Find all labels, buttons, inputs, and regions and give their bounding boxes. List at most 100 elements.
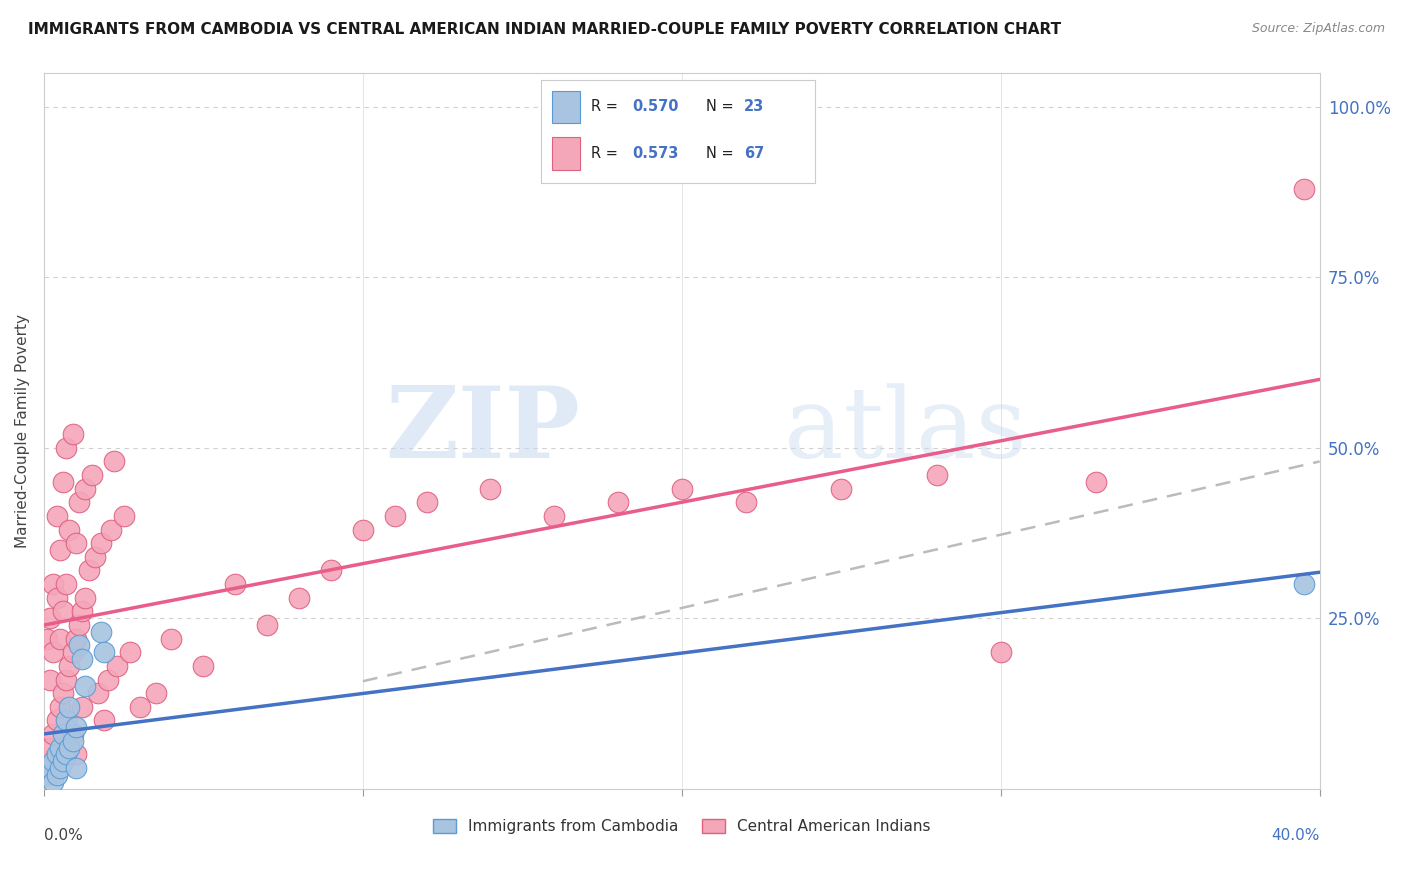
Point xyxy=(112,508,135,523)
Point xyxy=(288,591,311,605)
Point xyxy=(52,686,75,700)
Point xyxy=(830,482,852,496)
Point xyxy=(62,645,84,659)
Point xyxy=(49,543,72,558)
Point xyxy=(35,768,58,782)
Point xyxy=(75,679,97,693)
Point xyxy=(100,523,122,537)
Point xyxy=(80,468,103,483)
Point xyxy=(87,686,110,700)
Point xyxy=(1292,577,1315,591)
Point xyxy=(65,536,87,550)
Point xyxy=(65,747,87,762)
Bar xyxy=(553,91,579,123)
Point xyxy=(479,482,502,496)
Point xyxy=(70,652,93,666)
Point xyxy=(70,604,93,618)
Point xyxy=(52,604,75,618)
Point xyxy=(62,727,84,741)
Text: R =: R = xyxy=(591,99,623,114)
Point xyxy=(97,673,120,687)
Point xyxy=(45,768,67,782)
Point xyxy=(52,727,75,741)
Text: Source: ZipAtlas.com: Source: ZipAtlas.com xyxy=(1251,22,1385,36)
Point xyxy=(58,740,80,755)
Text: 0.570: 0.570 xyxy=(631,99,678,114)
Text: 0.573: 0.573 xyxy=(631,145,678,161)
Point xyxy=(734,495,756,509)
Point xyxy=(84,549,107,564)
Point xyxy=(543,508,565,523)
Text: N =: N = xyxy=(706,99,738,114)
Point xyxy=(67,495,90,509)
Point xyxy=(42,645,65,659)
Point xyxy=(319,564,342,578)
Point xyxy=(103,454,125,468)
Point xyxy=(128,699,150,714)
Point xyxy=(52,475,75,489)
Point xyxy=(93,645,115,659)
Point xyxy=(58,658,80,673)
Point xyxy=(990,645,1012,659)
Point xyxy=(352,523,374,537)
Point xyxy=(55,714,77,728)
Legend: Immigrants from Cambodia, Central American Indians: Immigrants from Cambodia, Central Americ… xyxy=(426,812,938,842)
Point xyxy=(52,754,75,768)
Point xyxy=(1085,475,1108,489)
Point xyxy=(49,761,72,775)
Text: N =: N = xyxy=(706,145,738,161)
Point xyxy=(384,508,406,523)
Point xyxy=(49,699,72,714)
Point xyxy=(671,482,693,496)
Point xyxy=(58,699,80,714)
Point xyxy=(90,536,112,550)
Point xyxy=(45,591,67,605)
Point xyxy=(224,577,246,591)
Text: R =: R = xyxy=(591,145,623,161)
Point xyxy=(42,754,65,768)
Point xyxy=(67,618,90,632)
Point xyxy=(607,495,630,509)
Point xyxy=(65,761,87,775)
Point xyxy=(925,468,948,483)
Point xyxy=(145,686,167,700)
Point xyxy=(49,740,72,755)
Point xyxy=(90,624,112,639)
Point xyxy=(65,720,87,734)
Point xyxy=(62,734,84,748)
Point xyxy=(55,441,77,455)
Point xyxy=(62,427,84,442)
Bar xyxy=(553,136,579,169)
Point xyxy=(118,645,141,659)
Point xyxy=(93,714,115,728)
Point xyxy=(39,740,62,755)
Point xyxy=(65,632,87,646)
Text: 0.0%: 0.0% xyxy=(44,828,83,843)
Text: atlas: atlas xyxy=(783,383,1026,479)
Point xyxy=(35,632,58,646)
Point xyxy=(55,747,77,762)
Text: IMMIGRANTS FROM CAMBODIA VS CENTRAL AMERICAN INDIAN MARRIED-COUPLE FAMILY POVERT: IMMIGRANTS FROM CAMBODIA VS CENTRAL AMER… xyxy=(28,22,1062,37)
Point xyxy=(39,673,62,687)
Point xyxy=(75,482,97,496)
Text: 40.0%: 40.0% xyxy=(1271,828,1320,843)
Point xyxy=(75,591,97,605)
Point xyxy=(35,754,58,768)
Point xyxy=(67,639,90,653)
Point xyxy=(39,761,62,775)
Point xyxy=(105,658,128,673)
Point xyxy=(49,632,72,646)
Point xyxy=(256,618,278,632)
Text: ZIP: ZIP xyxy=(385,383,579,479)
Point xyxy=(1292,182,1315,196)
Point xyxy=(45,508,67,523)
Point xyxy=(42,577,65,591)
Point xyxy=(77,564,100,578)
Point xyxy=(45,714,67,728)
Point xyxy=(45,747,67,762)
Text: 23: 23 xyxy=(744,99,765,114)
Point xyxy=(55,673,77,687)
Y-axis label: Married-Couple Family Poverty: Married-Couple Family Poverty xyxy=(15,314,30,548)
Point xyxy=(415,495,437,509)
Point xyxy=(39,611,62,625)
